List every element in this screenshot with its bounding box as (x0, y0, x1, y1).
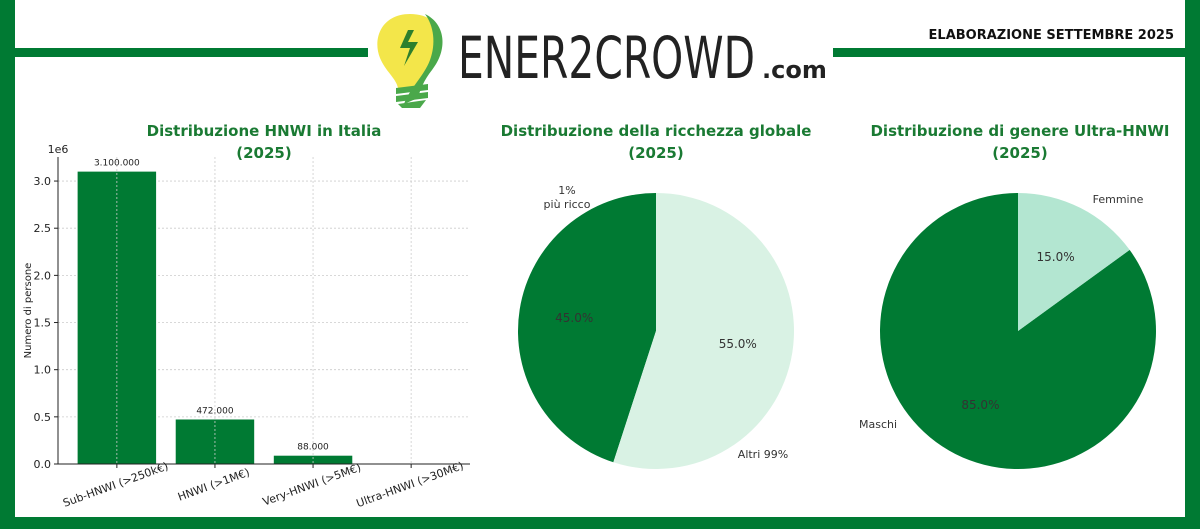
chart-title: Distribuzione della ricchezza globale (501, 122, 812, 140)
pie-slice (1018, 193, 1130, 331)
y-tick-label: 2.0 (34, 269, 52, 282)
y-tick-label: 2.5 (34, 222, 52, 235)
value-label: 472.000 (196, 406, 233, 416)
frame-bottom (0, 517, 1200, 529)
y-tick-label: 3.0 (34, 175, 52, 188)
header-rule (833, 48, 1185, 57)
y-tick-label: 0.0 (34, 458, 52, 471)
pct-label: 55.0% (719, 337, 757, 351)
logo-text: ENER2CROWD (458, 24, 755, 92)
pie-slice (879, 193, 1156, 469)
value-label: 3.100.000 (94, 159, 140, 169)
x-tick-label: Ultra-HNWI (>30M€) (355, 459, 466, 510)
pct-label: 45.0% (555, 311, 593, 325)
pct-label: 15.0% (1037, 250, 1075, 264)
slice-label: Altri 99% (737, 448, 789, 461)
pie-slice (518, 193, 656, 463)
chart-title: Distribuzione HNWI in Italia (147, 122, 382, 140)
slice-label: 1% più ricco (543, 184, 591, 211)
chart-subtitle: (2025) (992, 144, 1047, 162)
logo-icon (377, 14, 443, 108)
slice-label: Maschi (858, 418, 898, 431)
x-tick-label: HNWI (>1M€) (176, 466, 251, 504)
y-tick-label: 0.5 (34, 411, 52, 424)
chart-title: Distribuzione di genere Ultra-HNWI (870, 122, 1169, 140)
value-label: 88.000 (297, 443, 329, 453)
slice-label: Femmine (1092, 193, 1144, 206)
header-note: ELABORAZIONE SETTEMBRE 2025 (929, 28, 1174, 43)
pct-label: 85.0% (961, 398, 999, 412)
x-tick-label: Very-HNWI (>5M€) (261, 461, 363, 509)
y-offset-label: 1e6 (48, 143, 69, 156)
logo-suffix: .com (762, 56, 827, 84)
y-axis-label: Numero di persone (23, 263, 34, 359)
chart-subtitle: (2025) (628, 144, 683, 162)
bar (273, 455, 353, 464)
chart-subtitle: (2025) (236, 144, 291, 162)
header-rule (15, 48, 368, 57)
y-tick-label: 1.0 (34, 364, 52, 377)
y-tick-label: 1.5 (34, 317, 52, 330)
pie-slice (613, 193, 795, 469)
x-tick-label: Sub-HNWI (>250k€) (61, 460, 170, 510)
frame-left (0, 0, 15, 529)
frame-right (1185, 0, 1200, 529)
